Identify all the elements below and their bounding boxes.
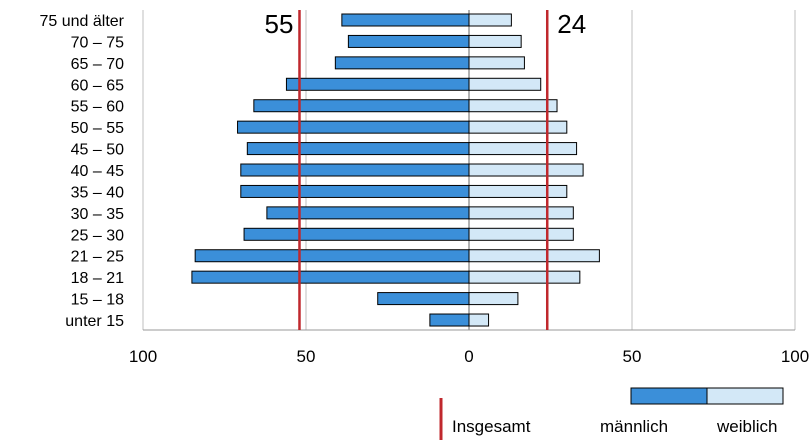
category-label: 75 und älter <box>39 13 124 30</box>
bar-male <box>243 227 470 241</box>
bar-male <box>334 56 470 70</box>
bar-male <box>341 13 470 27</box>
category-label: 65 – 70 <box>71 56 124 73</box>
category-label: 25 – 30 <box>71 227 124 244</box>
bar-male <box>377 292 470 306</box>
legend-female-label: weiblich <box>716 417 777 436</box>
bar-male <box>429 313 470 327</box>
bar-male <box>266 206 470 220</box>
category-label: 35 – 40 <box>71 184 124 201</box>
category-label: 70 – 75 <box>71 34 124 51</box>
bar-female <box>468 184 568 198</box>
category-label: 30 – 35 <box>71 206 124 223</box>
reference-label-left: 55 <box>265 9 294 39</box>
bar-female <box>468 270 581 284</box>
category-labels: 75 und älter 70 – 75 65 – 70 60 – 65 55 – 60… <box>39 13 124 330</box>
category-label: 55 – 60 <box>71 99 124 116</box>
legend: Insgesamt männlich weiblich <box>439 387 784 440</box>
bar-male <box>253 99 470 113</box>
x-tick-label: 50 <box>297 347 316 366</box>
category-label: unter 15 <box>65 313 124 330</box>
bar-female <box>468 249 600 263</box>
bar-male <box>194 249 470 263</box>
bar-male <box>240 184 470 198</box>
bar-male <box>347 34 470 48</box>
bar-female <box>468 163 584 177</box>
reference-label-right: 24 <box>557 9 586 39</box>
bar-male <box>285 77 470 91</box>
category-label: 21 – 25 <box>71 249 124 266</box>
legend-male-label: männlich <box>600 417 668 436</box>
category-label: 18 – 21 <box>71 270 124 287</box>
bar-female <box>468 56 525 70</box>
bar-male <box>237 120 470 134</box>
bar-male <box>246 142 470 156</box>
category-label: 40 – 45 <box>71 163 124 180</box>
category-label: 50 – 55 <box>71 120 124 137</box>
bar-female <box>468 34 522 48</box>
x-tick-label: 100 <box>129 347 157 366</box>
bar-female <box>468 13 512 27</box>
x-tick-label: 0 <box>464 347 473 366</box>
bar-female <box>468 142 578 156</box>
bar-female <box>468 206 574 220</box>
category-label: 45 – 50 <box>71 142 124 159</box>
category-label: 60 – 65 <box>71 77 124 94</box>
bar-female <box>468 77 542 91</box>
reference-lines: 55 24 <box>265 9 586 330</box>
bar-female <box>468 227 574 241</box>
category-label: 15 – 18 <box>71 292 124 309</box>
bars <box>191 13 600 327</box>
bar-male <box>191 270 470 284</box>
legend-female-swatch <box>706 387 784 405</box>
bar-female <box>468 313 490 327</box>
legend-total-label: Insgesamt <box>452 417 531 436</box>
legend-male-swatch <box>630 387 708 405</box>
x-tick-label: 50 <box>623 347 642 366</box>
x-tick-label: 100 <box>781 347 809 366</box>
bar-female <box>468 292 519 306</box>
x-tick-labels: 100 50 0 50 100 <box>129 347 809 366</box>
bar-female <box>468 99 558 113</box>
bar-female <box>468 120 568 134</box>
bar-male <box>240 163 470 177</box>
